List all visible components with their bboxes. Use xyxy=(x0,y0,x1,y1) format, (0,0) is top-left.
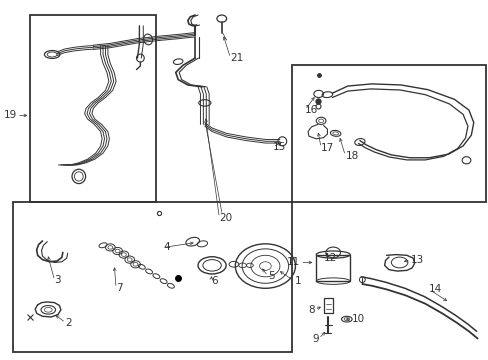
Text: 15: 15 xyxy=(272,142,285,152)
Text: 13: 13 xyxy=(410,255,423,265)
Text: 21: 21 xyxy=(230,53,243,63)
Bar xyxy=(323,298,332,314)
Text: 16: 16 xyxy=(305,105,318,115)
Text: 4: 4 xyxy=(163,242,170,252)
Bar xyxy=(30,15,156,202)
Text: 9: 9 xyxy=(311,333,318,343)
Text: 17: 17 xyxy=(321,143,334,153)
Text: 14: 14 xyxy=(428,284,442,294)
Text: 19: 19 xyxy=(3,111,17,121)
Text: 3: 3 xyxy=(55,275,61,285)
Text: 6: 6 xyxy=(211,276,217,286)
Text: 2: 2 xyxy=(65,318,72,328)
Bar xyxy=(316,255,349,281)
Text: 8: 8 xyxy=(307,305,314,315)
Text: 18: 18 xyxy=(345,150,358,161)
Text: 10: 10 xyxy=(351,314,364,324)
Text: 5: 5 xyxy=(267,271,274,281)
Text: 7: 7 xyxy=(116,283,122,293)
Text: 20: 20 xyxy=(219,213,232,222)
Text: 11: 11 xyxy=(286,257,300,267)
Bar xyxy=(13,202,291,352)
Text: 1: 1 xyxy=(294,276,301,286)
Text: 12: 12 xyxy=(323,253,336,263)
Bar xyxy=(291,65,485,202)
